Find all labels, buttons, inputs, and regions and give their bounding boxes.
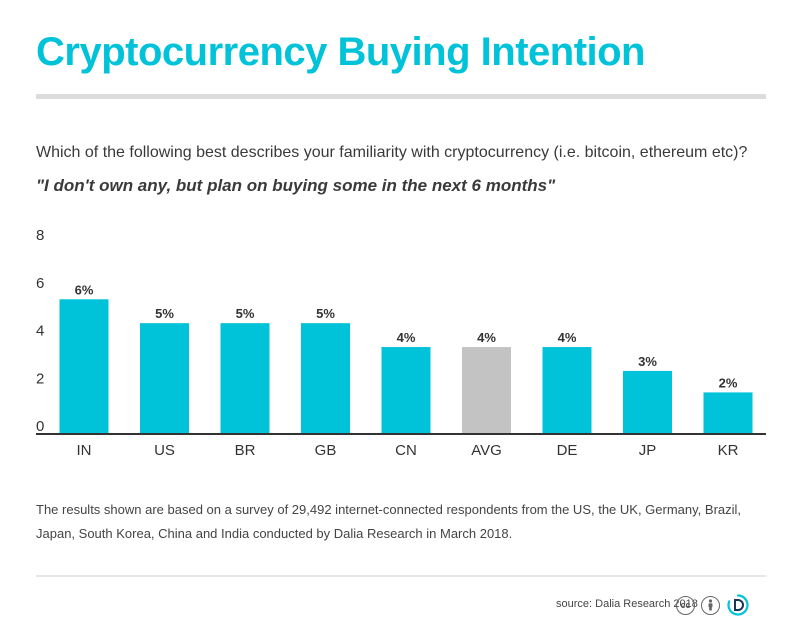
title-divider bbox=[36, 94, 766, 99]
bar-avg bbox=[462, 347, 511, 433]
source-label: source: Dalia Research 2018 bbox=[556, 598, 698, 610]
y-axis-ticks: 0 2 4 6 8 bbox=[36, 227, 44, 435]
x-tick-label-br: BR bbox=[235, 442, 256, 459]
y-tick-label: 8 bbox=[36, 227, 44, 244]
footer-divider bbox=[36, 575, 766, 577]
x-tick-label-cn: CN bbox=[395, 442, 417, 459]
x-tick-label-jp: JP bbox=[639, 442, 657, 459]
data-label-jp: 3% bbox=[638, 354, 657, 369]
x-tick-label-de: DE bbox=[557, 442, 578, 459]
bar-de bbox=[542, 347, 592, 433]
x-axis-ticks: IN US BR GB CN AVG DE JP KR bbox=[77, 442, 739, 459]
bar-us bbox=[140, 323, 189, 433]
bar-cn bbox=[381, 347, 431, 433]
bar-jp bbox=[623, 370, 672, 433]
x-tick-label-gb: GB bbox=[315, 442, 337, 459]
data-label-gb: 5% bbox=[316, 306, 335, 321]
y-tick-label: 4 bbox=[36, 323, 44, 340]
chart-title: Cryptocurrency Buying Intention bbox=[36, 30, 646, 74]
data-label-avg: 4% bbox=[477, 330, 496, 345]
survey-footnote: The results shown are based on a survey … bbox=[36, 502, 742, 541]
license-badges: cc bbox=[676, 593, 750, 617]
bar-in bbox=[59, 299, 109, 433]
y-tick-label: 0 bbox=[36, 418, 44, 435]
x-tick-label-avg: AVG bbox=[471, 442, 502, 459]
bar-br bbox=[220, 323, 270, 433]
dalia-logo-icon bbox=[726, 593, 750, 617]
data-label-in: 6% bbox=[75, 282, 94, 297]
bar-chart: 0 2 4 6 8 6% 5% 5% 5% 4% 4% 4% 3% 2% IN US BR GB CN AVG DE… bbox=[36, 227, 766, 459]
data-label-br: 5% bbox=[236, 306, 255, 321]
survey-answer-quote: "I don't own any, but plan on buying som… bbox=[36, 176, 556, 195]
data-label-kr: 2% bbox=[719, 375, 738, 390]
bar-kr bbox=[703, 392, 753, 433]
cc-label: cc bbox=[680, 600, 691, 610]
x-tick-label-kr: KR bbox=[718, 442, 739, 459]
bars bbox=[59, 299, 753, 433]
bar-gb bbox=[301, 323, 350, 433]
data-labels: 6% 5% 5% 5% 4% 4% 4% 3% 2% bbox=[75, 282, 738, 390]
creative-commons-icon: cc bbox=[676, 595, 695, 615]
survey-question: Which of the following best describes yo… bbox=[36, 144, 748, 161]
x-tick-label-in: IN bbox=[77, 442, 92, 459]
y-tick-label: 2 bbox=[36, 370, 44, 387]
attribution-person-icon bbox=[701, 595, 720, 615]
data-label-cn: 4% bbox=[397, 330, 416, 345]
data-label-de: 4% bbox=[558, 330, 577, 345]
data-label-us: 5% bbox=[155, 306, 174, 321]
x-tick-label-us: US bbox=[154, 442, 175, 459]
y-tick-label: 6 bbox=[36, 275, 44, 292]
